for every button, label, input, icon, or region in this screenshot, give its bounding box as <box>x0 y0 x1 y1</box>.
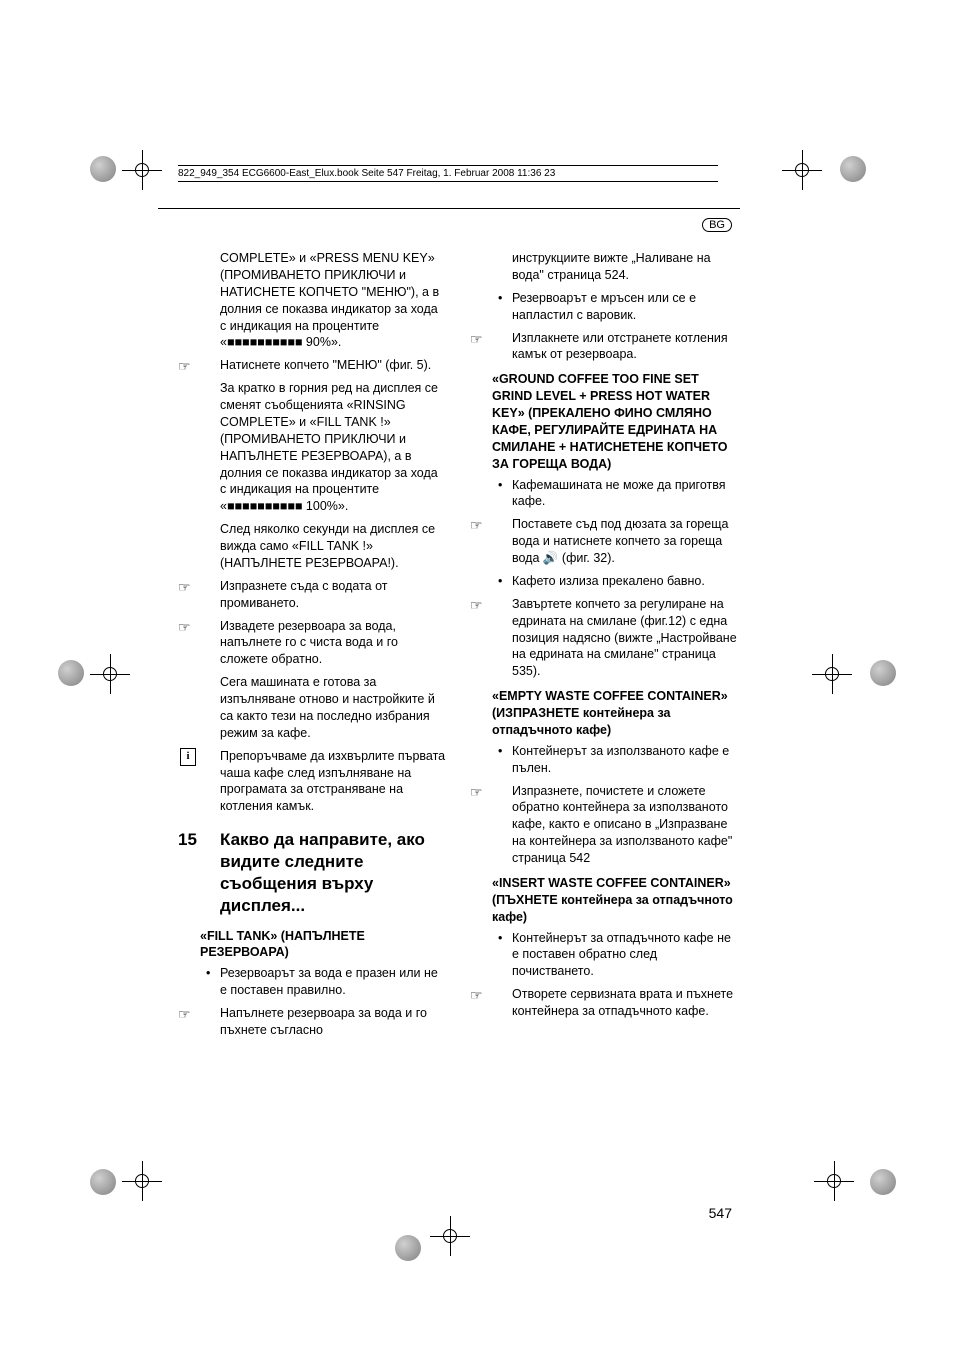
instruction-step: ☞ Изплакнете или отстранете котления кам… <box>470 330 738 364</box>
print-mark-circle <box>58 660 84 686</box>
print-cross-mark <box>814 1161 854 1201</box>
pointing-hand-icon: ☞ <box>470 516 483 535</box>
left-column: COMPLETE» и «PRESS MENU KEY» (ПРОМИВАНЕТ… <box>178 250 446 1045</box>
instruction-step: ☞ Поставете съд под дюзата за гореща вод… <box>470 516 738 567</box>
pointing-hand-icon: ☞ <box>178 618 191 637</box>
pointing-hand-icon: ☞ <box>470 596 483 615</box>
instruction-step: ☞ Изпразнете, почистете и сложете обратн… <box>470 783 738 867</box>
section-heading: 15 Какво да направите, ако видите следни… <box>178 829 446 917</box>
step-text: Завъртете копчето за регулиране на едрин… <box>512 597 737 679</box>
language-badge: BG <box>702 218 732 232</box>
section-number: 15 <box>178 829 197 851</box>
step-text: Изпразнете, почистете и сложете обратно … <box>512 784 732 866</box>
page-top-rule <box>158 208 740 209</box>
body-text: След няколко секунди на дисплея се вижда… <box>178 521 446 572</box>
message-heading: «GROUND COFFEE TOO FINE SET GRIND LEVEL … <box>470 371 738 472</box>
instruction-step: ☞ Завъртете копчето за регулиране на едр… <box>470 596 738 680</box>
step-text: Напълнете резервоара за вода и го пъхнет… <box>220 1006 427 1037</box>
step-text: Поставете съд под дюзата за гореща вода … <box>512 517 728 565</box>
bullet-item: Резервоарът е мръсен или се е напластил … <box>470 290 738 324</box>
bullet-item: Контейнерът за използваното кафе е пълен… <box>470 743 738 777</box>
info-icon: i <box>180 748 196 766</box>
pointing-hand-icon: ☞ <box>470 986 483 1005</box>
print-mark-circle <box>840 156 866 182</box>
pointing-hand-icon: ☞ <box>470 783 483 802</box>
page-number: 547 <box>709 1205 732 1221</box>
bullet-item: Кафемашината не може да приготвя кафе. <box>470 477 738 511</box>
print-cross-mark <box>782 150 822 190</box>
print-mark-circle <box>870 660 896 686</box>
bullet-item: Контейнерът за отпадъчното кафе не е пос… <box>470 930 738 981</box>
message-heading: «INSERT WASTE COFFEE CONTAINER» (ПЪХНЕТЕ… <box>470 875 738 926</box>
step-text: Изпразнете съда с водата от промиването. <box>220 579 388 610</box>
print-mark-circle <box>90 1169 116 1195</box>
section-title-text: Какво да направите, ако видите следните … <box>220 830 425 915</box>
pointing-hand-icon: ☞ <box>470 330 483 349</box>
content-columns: COMPLETE» и «PRESS MENU KEY» (ПРОМИВАНЕТ… <box>178 250 738 1045</box>
body-text: COMPLETE» и «PRESS MENU KEY» (ПРОМИВАНЕТ… <box>178 250 446 351</box>
note-text: Препоръчваме да изхвърлите първата чаша … <box>220 749 445 814</box>
instruction-step: ☞ Извадете резервоара за вода, напълнете… <box>178 618 446 669</box>
print-cross-mark <box>122 150 162 190</box>
step-text: Натиснете копчето "МЕНЮ" (фиг. 5). <box>220 358 431 372</box>
step-text: Отворете сервизната врата и пъхнете конт… <box>512 987 733 1018</box>
print-cross-mark <box>812 654 852 694</box>
info-note: i Препоръчваме да изхвърлите първата чаш… <box>178 748 446 816</box>
print-mark-circle <box>870 1169 896 1195</box>
instruction-step: ☞ Изпразнете съда с водата от промиванет… <box>178 578 446 612</box>
print-cross-mark <box>90 654 130 694</box>
message-heading: «FILL TANK» (НАПЪЛНЕТЕ РЕЗЕРВОАРА) <box>178 928 446 962</box>
print-cross-mark <box>122 1161 162 1201</box>
page-header-meta: 822_949_354 ECG6600-East_Elux.book Seite… <box>178 165 718 182</box>
print-mark-circle <box>395 1235 421 1261</box>
instruction-step: ☞ Отворете сервизната врата и пъхнете ко… <box>470 986 738 1020</box>
body-text: инструкциите вижте „Наливане на вода" ст… <box>470 250 738 284</box>
step-text: Извадете резервоара за вода, напълнете г… <box>220 619 398 667</box>
instruction-step: ☞ Натиснете копчето "МЕНЮ" (фиг. 5). <box>178 357 446 374</box>
bullet-item: Резервоарът за вода е празен или не е по… <box>178 965 446 999</box>
print-mark-circle <box>90 156 116 182</box>
message-heading: «EMPTY WASTE COFFEE CONTAINER» (ИЗПРАЗНЕ… <box>470 688 738 739</box>
body-text: За кратко в горния ред на дисплея се сме… <box>178 380 446 515</box>
bullet-item: Кафето излиза прекалено бавно. <box>470 573 738 590</box>
pointing-hand-icon: ☞ <box>178 357 191 376</box>
print-cross-mark <box>430 1216 470 1256</box>
step-text: Изплакнете или отстранете котления камък… <box>512 331 728 362</box>
body-text: Сега машината е готова за изпълняване от… <box>178 674 446 742</box>
pointing-hand-icon: ☞ <box>178 1005 191 1024</box>
right-column: инструкциите вижте „Наливане на вода" ст… <box>470 250 738 1045</box>
instruction-step: ☞ Напълнете резервоара за вода и го пъхн… <box>178 1005 446 1039</box>
pointing-hand-icon: ☞ <box>178 578 191 597</box>
